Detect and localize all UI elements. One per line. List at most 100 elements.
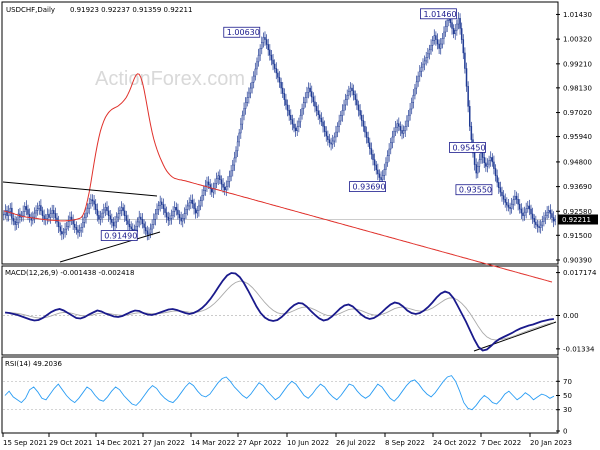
candle-body [241, 114, 244, 125]
candle-body [351, 87, 353, 91]
candle-body [330, 142, 332, 145]
candle-body [546, 211, 548, 216]
candle-body [154, 213, 157, 220]
candle-body [214, 183, 216, 189]
annotation-label: 1.00630 [227, 28, 260, 37]
candle-body [291, 119, 294, 125]
candle-body [48, 214, 50, 218]
candle-body [25, 206, 28, 210]
candle-body [114, 221, 116, 227]
candle-body [12, 218, 15, 222]
chart-title: USDCHF,Daily [6, 6, 55, 14]
candle-body [209, 184, 211, 189]
candle-body [273, 63, 276, 69]
candle-body [180, 217, 182, 222]
candle-body [244, 102, 247, 109]
candle-body [294, 127, 297, 132]
candle-body [65, 226, 68, 230]
candle-body [6, 210, 8, 216]
price-candles [3, 11, 556, 241]
candle-body [460, 28, 463, 40]
date-axis: 15 Sep 2021 29 Oct 2021 14 Dec 2021 27 Jan … [2, 433, 572, 447]
candle-body [312, 96, 315, 103]
price-tick-label: 0.97020 [563, 109, 592, 117]
candle-body [414, 87, 416, 96]
candle-body [393, 131, 395, 138]
candle-body [528, 205, 531, 210]
candle-body [320, 118, 323, 123]
candle-body [328, 139, 331, 144]
candle-body [420, 66, 423, 72]
candle-body [59, 226, 61, 232]
date-tick-label: 27 Apr 2022 [238, 439, 281, 447]
candle-body [375, 164, 377, 171]
candle-body [73, 223, 76, 228]
candle-body [136, 221, 139, 227]
candle-body [362, 120, 365, 127]
date-tick-label: 14 Dec 2021 [96, 439, 141, 447]
watermark: ActionForex.com [95, 68, 245, 90]
candle-body [341, 110, 344, 116]
candle-body [333, 136, 336, 142]
candle-body [278, 77, 281, 83]
candle-body [488, 160, 490, 165]
trendlines [2, 181, 557, 352]
candle-body [220, 179, 223, 185]
macd-trendline [473, 321, 557, 352]
candle-body [167, 216, 170, 221]
candle-body [17, 213, 20, 223]
candle-body [335, 131, 337, 138]
candle-body [173, 207, 176, 212]
candle-body [404, 126, 407, 132]
candle-body [32, 216, 34, 221]
candle-body [281, 87, 284, 94]
candle-body [96, 209, 99, 216]
candle-body [356, 99, 358, 106]
price-tick-label: 0.95940 [563, 133, 592, 141]
candle-body [231, 164, 234, 172]
candle-body [51, 210, 53, 214]
candle-body [360, 114, 363, 121]
candle-body [343, 104, 345, 111]
candle-body [53, 210, 55, 214]
candle-body [125, 215, 128, 221]
candle-body [283, 93, 286, 100]
candle-body [75, 227, 78, 231]
candle-body [401, 130, 403, 134]
candle-body [123, 210, 126, 216]
candle-body [489, 157, 492, 161]
candle-body [388, 148, 390, 156]
candle-body [38, 205, 41, 209]
candle-body [88, 203, 91, 209]
candle-body [99, 216, 102, 220]
candle-body [518, 203, 521, 210]
candle-body [307, 87, 310, 93]
candle-body [146, 230, 149, 235]
candle-body [54, 213, 57, 219]
candle-body [280, 82, 282, 89]
candle-body [506, 202, 508, 206]
candle-body [293, 123, 295, 129]
candle-body [536, 224, 539, 227]
candle-body [370, 148, 373, 155]
candle-body [259, 48, 261, 56]
candle-body [409, 108, 411, 116]
candle-body [415, 81, 418, 89]
candle-body [410, 102, 413, 110]
candle-body [467, 86, 469, 107]
macd-line [4, 272, 555, 352]
candle-body [15, 222, 18, 225]
candle-body [510, 203, 513, 209]
candle-body [372, 154, 374, 160]
candle-body [56, 217, 58, 223]
date-tick-label: 10 Jun 2022 [287, 439, 329, 447]
candle-body [83, 217, 86, 223]
candle-body [501, 191, 503, 196]
candle-body [493, 161, 495, 169]
candle-body [525, 208, 527, 213]
candle-body [357, 104, 360, 111]
candle-body [227, 181, 229, 187]
candle-body [480, 152, 482, 160]
candle-body [46, 214, 49, 219]
annotation-box [349, 181, 386, 193]
